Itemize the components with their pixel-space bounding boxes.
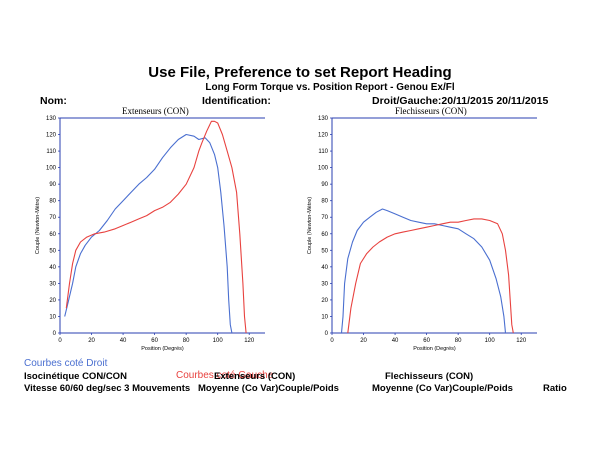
x-tick-label: 20 [360,338,367,344]
y-tick-label: 90 [321,182,328,188]
y-tick-label: 10 [321,314,328,320]
y-tick-label: 130 [318,116,329,122]
series-line-droit [64,133,233,334]
y-tick-label: 80 [321,199,328,205]
y-tick-label: 40 [321,265,328,271]
x-tick-label: 20 [88,338,95,344]
x-axis-label: Position (Degrés) [413,346,456,352]
x-tick-label: 100 [213,338,224,344]
x-tick-label: 60 [423,338,430,344]
chart-title-extenseurs: Extenseurs (CON) [122,106,189,116]
y-tick-label: 0 [325,331,329,337]
x-tick-label: 0 [330,338,334,344]
y-tick-label: 100 [46,166,57,172]
series-line-droit [340,208,507,334]
report-subtitle: Long Form Torque vs. Position Report - G… [205,82,455,93]
protocol-label: Isocinétique CON/CON [24,371,127,382]
identification-label: Identification: [202,95,271,107]
side-dates: Droit/Gauche:20/11/2015 20/11/2015 [372,95,549,107]
speed-label: Vitesse 60/60 deg/sec 3 Mouvements [24,383,191,394]
y-tick-label: 120 [318,133,329,139]
y-axis-label: Couple (Newton-Mètre) [307,197,313,254]
y-tick-label: 70 [321,215,328,221]
ratio-label: Ratio [543,383,567,394]
y-tick-label: 0 [53,331,57,337]
flechisseurs-summary-title: Flechisseurs (CON) [385,371,474,382]
y-tick-label: 60 [49,232,56,238]
y-tick-label: 20 [49,298,56,304]
y-tick-label: 40 [49,265,56,271]
y-tick-label: 110 [46,149,56,155]
x-tick-label: 40 [120,338,127,344]
y-tick-label: 50 [321,248,328,254]
y-tick-label: 70 [49,215,56,221]
chart-flechisseurs: 0 10 20 30 40 50 60 70 80 90 100 110 120 130 0 20 40 60 80… [307,116,537,352]
y-tick-label: 30 [49,281,56,287]
y-tick-label: 60 [321,232,328,238]
x-tick-label: 80 [183,338,190,344]
y-axis-label: Couple (Newton-Mètre) [35,197,41,254]
flechisseurs-summary-label: Moyenne (Co Var)Couple/Poids [372,383,513,394]
x-axis-label: Position (Degrés) [141,346,184,352]
extenseurs-summary-title: Extenseurs (CON) [214,371,296,382]
x-tick-label: 120 [516,338,527,344]
chart-title-flechisseurs: Flechisseurs (CON) [395,106,467,116]
y-tick-label: 120 [46,133,57,139]
y-tick-label: 100 [318,166,329,172]
x-tick-label: 80 [455,338,462,344]
y-tick-label: 110 [318,149,328,155]
x-tick-label: 100 [485,338,496,344]
extenseurs-summary-label: Moyenne (Co Var)Couple/Poids [198,383,339,394]
y-tick-label: 20 [321,298,328,304]
x-tick-label: 60 [151,338,158,344]
x-tick-label: 40 [392,338,399,344]
report-title: Use File, Preference to set Report Headi… [148,64,452,81]
y-tick-label: 90 [49,182,56,188]
y-tick-label: 50 [49,248,56,254]
y-tick-label: 10 [49,314,56,320]
y-tick-label: 130 [46,116,57,122]
legend-droit: Courbes coté Droit [24,358,108,369]
series-line-gauche [347,218,514,334]
y-tick-label: 80 [49,199,56,205]
legend-gauche: Courbes coté Gauche [176,370,274,381]
y-tick-label: 30 [321,281,328,287]
nom-label: Nom: [40,95,67,107]
series-line-gauche [65,120,247,334]
chart-extenseurs: 0 10 20 30 40 50 60 70 80 90 100 110 120 130 0 20 40 60 80… [35,116,265,352]
x-tick-label: 120 [244,338,255,344]
x-tick-label: 0 [58,338,62,344]
